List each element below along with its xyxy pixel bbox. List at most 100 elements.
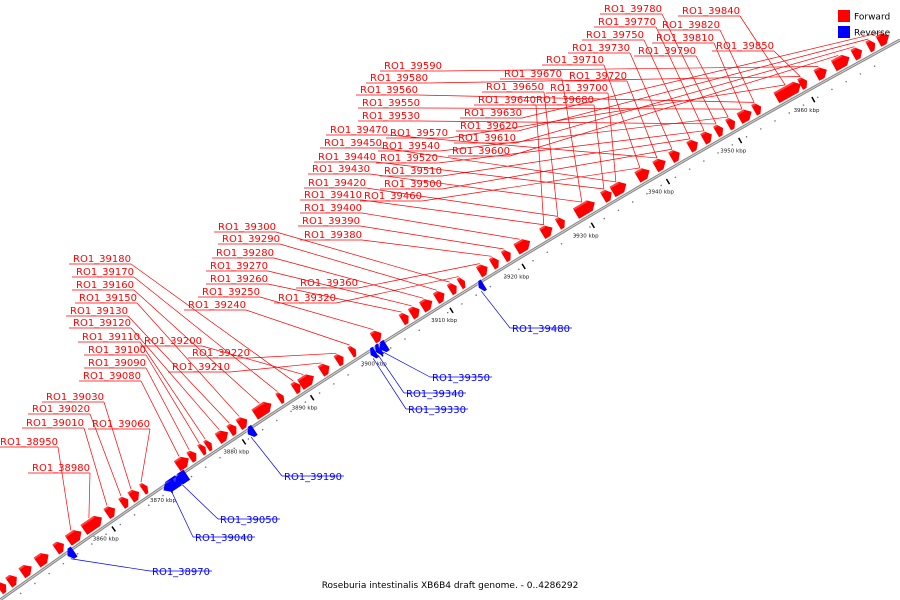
gene-label[interactable]: RO1_39420 <box>308 178 366 189</box>
gene-label[interactable]: RO1_39020 <box>32 404 90 415</box>
forward-gene-arrow[interactable] <box>797 75 810 90</box>
gene-label[interactable]: RO1_38950 <box>0 437 58 448</box>
gene-label[interactable]: RO1_39520 <box>380 153 438 164</box>
gene-label[interactable]: RO1_39470 <box>330 125 388 136</box>
gene-label[interactable]: RO1_39300 <box>218 222 276 233</box>
gene-label[interactable]: RO1_39210 <box>172 362 230 373</box>
forward-gene-arrow[interactable] <box>139 481 151 495</box>
gene-label[interactable]: RO1_39590 <box>384 61 442 72</box>
forward-gene-arrow[interactable] <box>700 129 715 145</box>
gene-label[interactable]: RO1_39790 <box>638 46 696 57</box>
forward-gene-arrow[interactable] <box>418 296 436 313</box>
forward-gene-arrow[interactable] <box>0 580 10 595</box>
forward-gene-arrow[interactable] <box>64 527 85 546</box>
forward-gene-arrow[interactable] <box>865 38 878 53</box>
gene-label[interactable]: RO1_39840 <box>682 6 740 17</box>
forward-gene-arrow[interactable] <box>18 562 35 579</box>
forward-gene-arrow[interactable] <box>668 148 683 163</box>
gene-label[interactable]: RO1_39160 <box>76 280 134 291</box>
forward-gene-arrow[interactable] <box>830 52 853 72</box>
gene-label[interactable]: RO1_39450 <box>324 138 382 149</box>
gene-label[interactable]: RO1_39270 <box>210 261 268 272</box>
forward-gene-arrow[interactable] <box>103 504 118 520</box>
forward-gene-arrow[interactable] <box>369 328 385 344</box>
forward-gene-arrow[interactable] <box>773 79 803 104</box>
gene-label[interactable]: RO1_39580 <box>370 73 428 84</box>
gene-label[interactable]: RO1_39340 <box>406 389 464 400</box>
gene-label[interactable]: RO1_39130 <box>70 306 128 317</box>
forward-gene-arrow[interactable] <box>572 197 598 219</box>
forward-gene-arrow[interactable] <box>275 391 287 405</box>
gene-label[interactable]: RO1_38970 <box>152 567 210 578</box>
gene-label[interactable]: RO1_38980 <box>32 463 90 474</box>
gene-label[interactable]: RO1_39390 <box>302 216 360 227</box>
forward-gene-arrow[interactable] <box>226 422 239 437</box>
reverse-gene-arrow[interactable] <box>244 424 258 439</box>
gene-label[interactable]: RO1_39460 <box>364 191 422 202</box>
forward-gene-arrow[interactable] <box>500 248 514 263</box>
gene-label[interactable]: RO1_39250 <box>202 287 260 298</box>
gene-label[interactable]: RO1_39330 <box>408 405 466 416</box>
gene-label[interactable]: RO1_39090 <box>88 358 146 369</box>
forward-gene-arrow[interactable] <box>203 438 215 452</box>
gene-label[interactable]: RO1_39730 <box>572 43 630 54</box>
forward-gene-arrow[interactable] <box>33 550 52 568</box>
gene-label[interactable]: RO1_39710 <box>546 55 604 66</box>
forward-gene-arrow[interactable] <box>235 415 251 431</box>
gene-label[interactable]: RO1_39720 <box>569 71 627 82</box>
forward-gene-arrow[interactable] <box>432 288 448 304</box>
reverse-gene-arrow[interactable] <box>64 546 78 561</box>
gene-label[interactable]: RO1_39190 <box>284 472 342 483</box>
gene-label[interactable]: RO1_39480 <box>512 324 570 335</box>
forward-gene-arrow[interactable] <box>398 311 412 326</box>
forward-gene-arrow[interactable] <box>173 453 192 472</box>
gene-label[interactable]: RO1_39780 <box>604 4 662 15</box>
forward-gene-arrow[interactable] <box>127 487 142 503</box>
forward-gene-arrow[interactable] <box>609 179 630 198</box>
forward-gene-arrow[interactable] <box>488 255 502 270</box>
forward-gene-arrow[interactable] <box>80 513 105 535</box>
forward-gene-arrow[interactable] <box>5 572 20 588</box>
gene-label[interactable]: RO1_39640 <box>478 95 536 106</box>
gene-label[interactable]: RO1_39240 <box>188 300 246 311</box>
gene-label[interactable]: RO1_39280 <box>216 248 274 259</box>
gene-label[interactable]: RO1_39170 <box>76 267 134 278</box>
gene-label[interactable]: RO1_39060 <box>92 419 150 430</box>
reverse-gene-arrow[interactable] <box>476 279 487 293</box>
gene-label[interactable]: RO1_39150 <box>79 293 137 304</box>
gene-label[interactable]: RO1_39570 <box>390 128 448 139</box>
forward-gene-arrow[interactable] <box>446 281 460 296</box>
reverse-gene-arrow[interactable] <box>377 339 390 354</box>
gene-label[interactable]: RO1_39080 <box>83 371 141 382</box>
forward-gene-arrow[interactable] <box>736 107 755 124</box>
gene-label[interactable]: RO1_39600 <box>452 146 510 157</box>
gene-label[interactable]: RO1_39550 <box>362 98 420 109</box>
gene-label[interactable]: RO1_39820 <box>662 20 720 31</box>
forward-gene-arrow[interactable] <box>214 427 232 444</box>
gene-label[interactable]: RO1_39290 <box>222 234 280 245</box>
gene-label[interactable]: RO1_39540 <box>382 141 440 152</box>
gene-label[interactable]: RO1_39440 <box>318 152 376 163</box>
forward-gene-arrow[interactable] <box>317 361 333 377</box>
gene-label[interactable]: RO1_39100 <box>88 345 146 356</box>
forward-gene-arrow[interactable] <box>197 442 209 456</box>
gene-label[interactable]: RO1_39750 <box>586 30 644 41</box>
forward-gene-arrow[interactable] <box>407 304 423 320</box>
gene-label[interactable]: RO1_39040 <box>195 533 253 544</box>
forward-gene-arrow[interactable] <box>475 262 491 278</box>
gene-label[interactable]: RO1_39770 <box>598 17 656 28</box>
forward-gene-arrow[interactable] <box>297 371 317 390</box>
forward-gene-arrow[interactable] <box>290 380 303 395</box>
gene-label[interactable]: RO1_39620 <box>460 121 518 132</box>
gene-label[interactable]: RO1_39810 <box>656 33 714 44</box>
gene-label[interactable]: RO1_39110 <box>82 332 140 343</box>
gene-label[interactable]: RO1_39260 <box>210 274 268 285</box>
forward-gene-arrow[interactable] <box>186 448 199 463</box>
gene-label[interactable]: RO1_39400 <box>304 203 362 214</box>
forward-gene-arrow[interactable] <box>600 187 615 203</box>
gene-label[interactable]: RO1_39630 <box>464 108 522 119</box>
forward-gene-arrow[interactable] <box>652 156 668 173</box>
forward-gene-arrow[interactable] <box>751 101 764 116</box>
gene-label[interactable]: RO1_39670 <box>504 69 562 80</box>
gene-label[interactable]: RO1_39510 <box>384 166 442 177</box>
